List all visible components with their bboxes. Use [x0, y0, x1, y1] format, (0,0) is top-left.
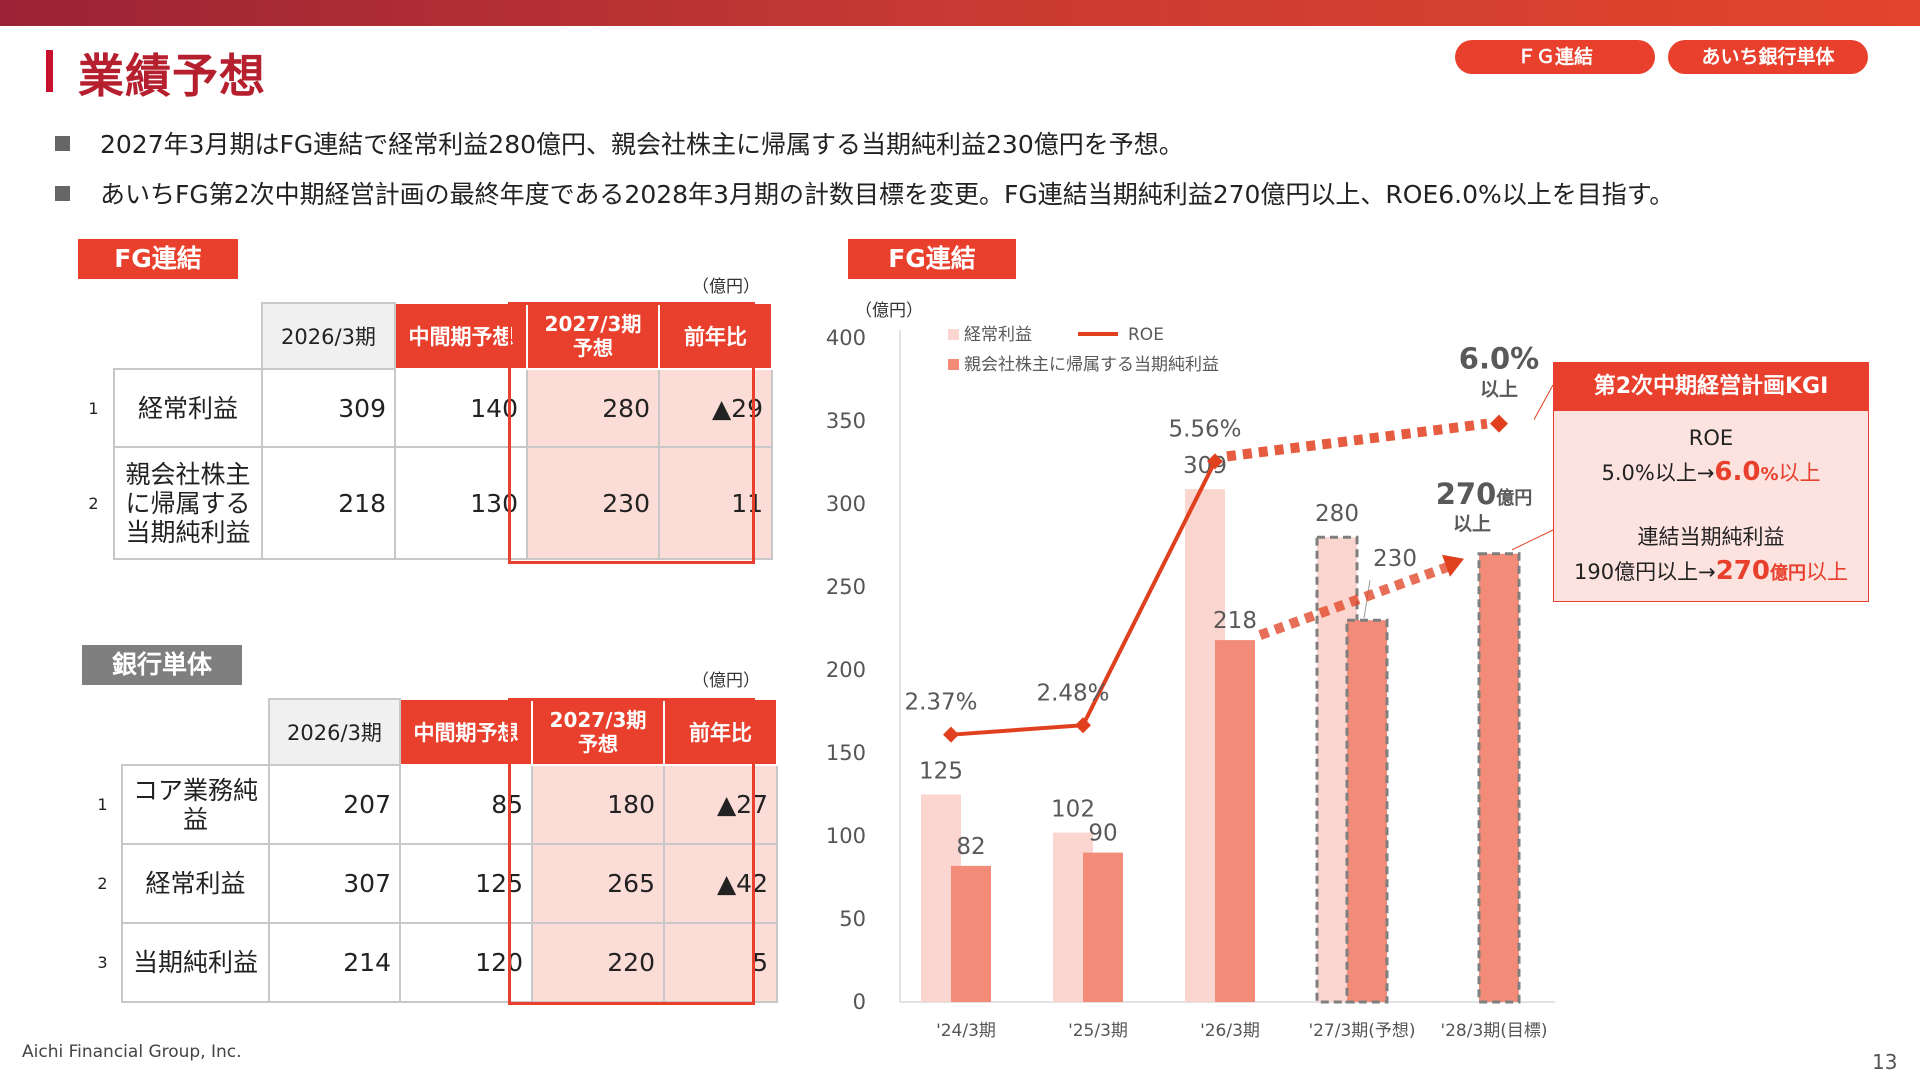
y-tick-label: 250 — [826, 575, 866, 599]
col-header: 中間期予想 — [394, 302, 528, 370]
roe-data-label: 2.48% — [1036, 680, 1109, 706]
roe-target-marker — [1490, 414, 1508, 433]
bar-net-income — [1347, 620, 1387, 1002]
kgi-connector — [1511, 529, 1554, 551]
bank-table-label: 銀行単体 — [82, 645, 242, 685]
bank-table: 2026/3期 中間期予想 2027/3期 予想 前年比 1 コア業務純益 20… — [84, 698, 778, 1003]
tab-fg-consolidated[interactable]: ＦＧ連結 — [1455, 40, 1655, 74]
y-tick-label: 50 — [839, 907, 866, 931]
col-header: 中間期予想 — [399, 698, 533, 766]
row-label: 親会社株主 に帰属する 当期純利益 — [113, 446, 263, 560]
roe-target-arrow — [1226, 418, 1488, 462]
table-row: 3 当期純利益 214 120 220 5 — [84, 922, 778, 1003]
bank-table-unit: （億円） — [692, 671, 760, 691]
page-title: 業績予想 — [78, 49, 266, 103]
table-row: 2 親会社株主 に帰属する 当期純利益 218 130 230 11 — [74, 446, 773, 560]
forecast-frame — [1477, 552, 1521, 1004]
bar-net-income — [1215, 640, 1255, 1002]
row-label: 当期純利益 — [121, 922, 270, 1003]
data-label-ordinary-profit: 309 — [1183, 453, 1227, 479]
bullet-item: あいちFG第2次中期経営計画の最終年度である2028年3月期の計数目標を変更。F… — [55, 168, 1674, 218]
col-header: 2026/3期 — [268, 698, 401, 766]
roe-marker — [1207, 453, 1223, 470]
title-mark — [46, 50, 53, 92]
bullet-item: 2027年3月期はFG連結で経常利益280億円、親会社株主に帰属する当期純利益2… — [55, 118, 1674, 168]
y-tick-label: 0 — [853, 990, 866, 1014]
y-tick-label: 100 — [826, 824, 866, 848]
table-row: 1 コア業務純益 207 85 180 ▲27 — [84, 764, 778, 845]
col-header: 前年比 — [658, 302, 773, 370]
forecast-frame — [1315, 535, 1359, 1004]
bullet-square-icon — [55, 135, 70, 151]
roe-marker — [943, 726, 959, 743]
data-label-net-income: 230 — [1373, 546, 1417, 572]
performance-chart: 0 50 100 150 200 250 300 350 400 '24/3期 '25/3期 '26/… — [826, 325, 1555, 1041]
footer-company: Aichi Financial Group, Inc. — [22, 1042, 242, 1062]
bar-net-income — [951, 865, 991, 1002]
kgi-box: 第2次中期経営計画KGI ROE 5.0%以上→6.0%以上 連結当期純利益 1… — [1553, 362, 1869, 602]
table-row: 2 経常利益 307 125 265 ▲42 — [84, 843, 778, 924]
y-tick-label: 200 — [826, 658, 866, 682]
y-tick-label: 350 — [826, 409, 866, 433]
x-tick-label: '28/3期(目標) — [1440, 1021, 1547, 1041]
legend-swatch-net-income — [948, 359, 959, 370]
x-tick-label: '25/3期 — [1068, 1021, 1128, 1041]
profit-target-arrowhead — [1442, 554, 1464, 577]
chart-unit-label: （億円） — [855, 301, 923, 321]
roe-marker — [1075, 717, 1091, 734]
roe-target-suffix: 以上 — [1480, 379, 1518, 401]
chart-section-label: FG連結 — [848, 239, 1016, 279]
col-header: 2027/3期 予想 — [531, 698, 665, 766]
x-tick-label: '24/3期 — [936, 1021, 996, 1041]
row-label: 経常利益 — [121, 843, 270, 924]
bar-net-income — [1083, 852, 1123, 1002]
profit-target-suffix: 以上 — [1453, 513, 1491, 535]
roe-target-label: 6.0% — [1459, 342, 1539, 376]
bullet-square-icon — [55, 185, 70, 201]
fg-table: 2026/3期 中間期予想 2027/3期 予想 前年比 1 経常利益 309 … — [74, 302, 773, 560]
legend-label: 経常利益 — [964, 325, 1032, 345]
kgi-title: 第2次中期経営計画KGI — [1554, 363, 1868, 411]
legend-label: 親会社株主に帰属する当期純利益 — [964, 355, 1219, 375]
bullet-list: 2027年3月期はFG連結で経常利益280億円、親会社株主に帰属する当期純利益2… — [55, 118, 1674, 218]
legend-label: ROE — [1128, 325, 1164, 345]
table-row: 1 経常利益 309 140 280 ▲29 — [74, 368, 773, 448]
col-header: 前年比 — [663, 698, 778, 766]
row-label: コア業務純益 — [121, 764, 270, 845]
col-header: 2026/3期 — [261, 302, 396, 370]
col-header: 2027/3期 予想 — [526, 302, 660, 370]
data-label-ordinary-profit: 125 — [919, 759, 963, 785]
kgi-profit-target: 190億円以上→270億円以上 — [1574, 556, 1848, 586]
y-tick-label: 400 — [826, 326, 866, 350]
kgi-connector — [1533, 384, 1554, 420]
top-bar — [0, 0, 1920, 26]
tab-aichi-bank[interactable]: あいち銀行単体 — [1668, 40, 1868, 74]
x-tick-label: '26/3期 — [1200, 1021, 1260, 1041]
data-label-net-income: 218 — [1213, 608, 1257, 634]
page-number: 13 — [1872, 1050, 1898, 1074]
forecast-frame — [1345, 618, 1389, 1004]
fg-table-label: FG連結 — [78, 239, 238, 279]
profit-target-label: 270億円 — [1436, 477, 1533, 511]
data-label-net-income: 90 — [1088, 821, 1117, 847]
kgi-roe-target: 5.0%以上→6.0%以上 — [1601, 457, 1821, 487]
fg-table-unit: （億円） — [692, 277, 760, 297]
roe-data-label: 2.37% — [904, 690, 977, 716]
data-label-net-income: 82 — [956, 834, 985, 860]
data-label-ordinary-profit: 102 — [1051, 797, 1095, 823]
kgi-roe-label: ROE — [1688, 426, 1734, 450]
profit-target-arrow — [1258, 562, 1450, 640]
bar-net-income — [1479, 553, 1519, 1002]
legend-swatch-ordinary-profit — [948, 329, 959, 340]
row-label: 経常利益 — [113, 368, 263, 448]
data-label-ordinary-profit: 280 — [1315, 501, 1359, 527]
x-tick-label: '27/3期(予想) — [1308, 1021, 1415, 1041]
roe-data-label: 5.56% — [1168, 416, 1241, 442]
kgi-profit-label: 連結当期純利益 — [1637, 525, 1785, 549]
y-tick-label: 300 — [826, 492, 866, 516]
y-tick-label: 150 — [826, 741, 866, 765]
